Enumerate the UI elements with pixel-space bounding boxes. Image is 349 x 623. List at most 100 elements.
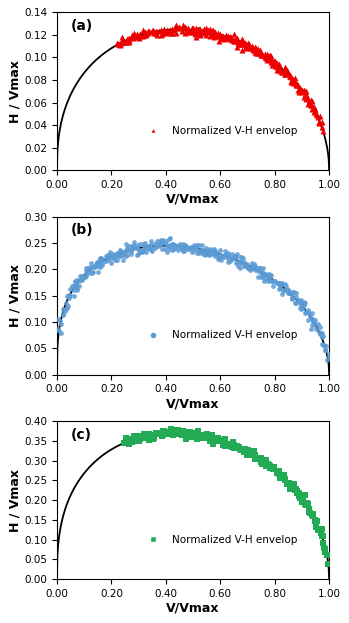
Point (124, 245, 130, 255)
Point (97, 262, 103, 272)
Point (131, 243, 137, 253)
Point (312, 105, 318, 115)
Point (163, 27, 169, 37)
Point (196, 248, 202, 258)
Point (148, 239, 154, 249)
Point (158, 24, 164, 34)
Point (245, 446, 250, 456)
Point (271, 462, 276, 472)
Point (216, 36, 222, 45)
Point (215, 28, 220, 38)
Point (309, 100, 314, 110)
Point (319, 332, 325, 342)
Point (67, 284, 73, 294)
Point (74, 275, 80, 285)
Point (136, 434, 142, 444)
Point (58, 319, 64, 329)
Point (289, 72, 294, 82)
Point (273, 56, 278, 66)
Point (225, 252, 231, 262)
Point (289, 77, 294, 87)
Point (279, 470, 284, 480)
Point (305, 98, 311, 108)
Point (211, 31, 217, 40)
Point (272, 462, 277, 472)
Point (164, 26, 170, 36)
Point (106, 250, 111, 260)
Point (313, 515, 318, 525)
Point (238, 256, 243, 266)
Point (222, 437, 228, 447)
Point (157, 428, 162, 438)
Point (198, 433, 203, 443)
Point (251, 45, 256, 55)
Point (154, 429, 159, 439)
Point (96, 262, 101, 272)
Point (241, 39, 246, 49)
Point (236, 39, 242, 49)
Point (60, 304, 66, 314)
X-axis label: V/Vmax: V/Vmax (166, 602, 220, 615)
Point (294, 80, 299, 90)
Point (296, 80, 301, 90)
Point (238, 258, 244, 268)
Point (182, 427, 188, 437)
Point (237, 37, 243, 47)
Point (198, 432, 203, 442)
Point (137, 246, 143, 256)
Point (294, 79, 299, 89)
Point (162, 26, 168, 36)
Point (209, 432, 215, 442)
Point (223, 249, 229, 259)
Point (154, 30, 159, 40)
Point (227, 32, 232, 42)
Point (130, 436, 136, 446)
Point (207, 437, 213, 447)
Point (118, 248, 124, 258)
Point (169, 239, 174, 249)
Point (137, 239, 143, 249)
Point (123, 433, 129, 443)
Point (207, 245, 213, 255)
Point (291, 287, 296, 297)
Point (268, 57, 274, 67)
Point (151, 27, 157, 37)
Point (181, 246, 187, 256)
Point (274, 58, 280, 68)
Point (306, 507, 312, 517)
Point (255, 263, 261, 273)
Point (121, 250, 126, 260)
Point (160, 235, 165, 245)
Point (258, 268, 264, 278)
Point (123, 37, 128, 47)
Point (320, 525, 325, 535)
Point (241, 447, 246, 457)
Point (69, 280, 75, 290)
Point (306, 505, 311, 515)
Point (193, 244, 199, 254)
Point (259, 267, 264, 277)
Point (135, 240, 141, 250)
Point (226, 440, 232, 450)
Point (196, 24, 202, 34)
Point (153, 240, 159, 250)
Point (94, 260, 100, 270)
Point (95, 267, 101, 277)
Point (133, 433, 139, 443)
Point (132, 431, 137, 441)
Point (195, 246, 201, 256)
Point (197, 26, 203, 36)
Point (265, 273, 271, 283)
Point (237, 442, 242, 452)
Point (79, 275, 84, 285)
Point (274, 65, 280, 75)
Point (293, 484, 299, 494)
Point (266, 269, 272, 279)
Point (197, 24, 202, 34)
Point (64, 303, 70, 313)
Point (214, 248, 219, 258)
Point (155, 239, 161, 249)
Point (217, 251, 223, 261)
Point (204, 432, 210, 442)
Point (203, 30, 209, 40)
